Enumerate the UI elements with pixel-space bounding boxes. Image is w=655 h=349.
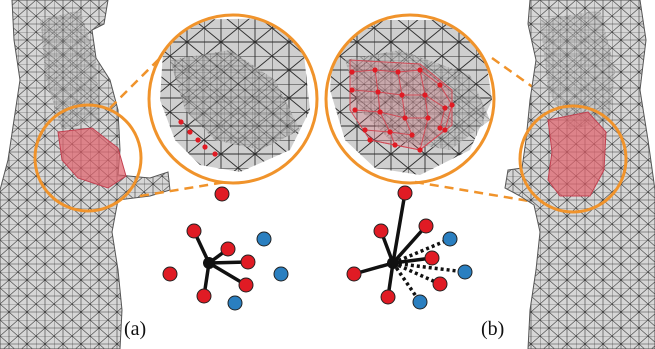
neighbor-graph-left (162, 186, 289, 311)
body-mesh-right (504, 0, 655, 349)
body-mesh-left (0, 0, 171, 349)
highlight-region-left (57, 127, 127, 189)
callout-circle-right (518, 104, 628, 214)
callout-circle-left (33, 103, 143, 213)
highlight-region-right (547, 111, 607, 197)
callout-lines-left (109, 57, 227, 198)
callout-lines-right (414, 56, 566, 204)
neighbor-graph-right (346, 185, 473, 310)
zoom-mesh-left (147, 13, 319, 185)
caption-left: (a) (124, 318, 147, 340)
zoom-mesh-right (324, 13, 496, 185)
caption-right: (b) (481, 318, 505, 340)
